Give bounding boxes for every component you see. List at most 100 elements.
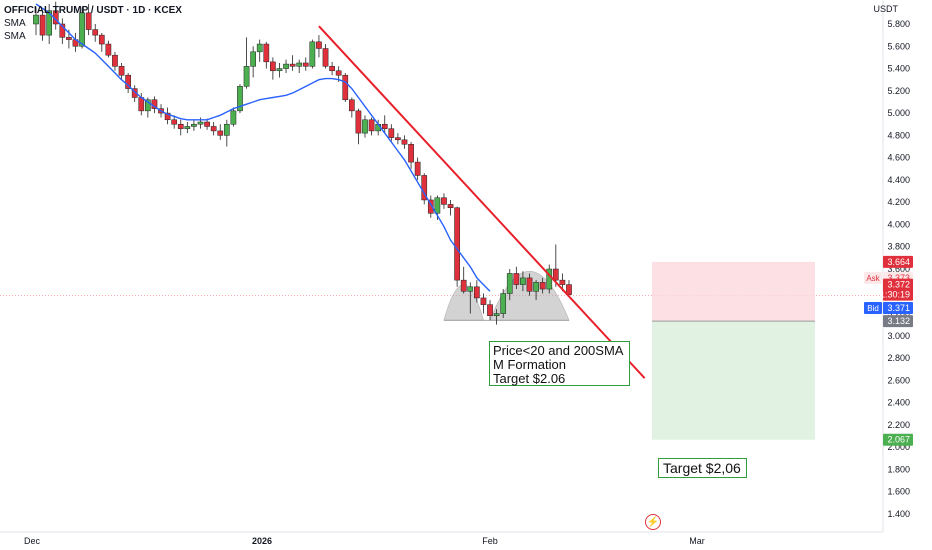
candle-body	[191, 123, 197, 127]
candle-body	[348, 99, 355, 112]
candle-body	[329, 66, 335, 72]
entry-badge-value: 3.132	[887, 316, 910, 326]
candle-body	[210, 126, 217, 132]
stop-badge-bg	[883, 255, 913, 268]
candle-body	[441, 197, 447, 205]
candle-body	[145, 99, 151, 112]
y-tick-label: 3.800	[887, 242, 910, 252]
candle-body	[480, 297, 487, 305]
sma-indicator-label-1[interactable]: SMA	[4, 18, 26, 29]
y-tick-label: 5.400	[887, 64, 910, 74]
candle-body	[243, 66, 250, 87]
bid-badge	[883, 301, 913, 314]
candle-body	[427, 199, 434, 214]
candle-body	[125, 74, 131, 89]
x-tick-label: Dec	[24, 536, 41, 546]
candle-body	[98, 34, 105, 45]
y-tick-label: 1.800	[887, 464, 910, 474]
candle-body	[533, 282, 539, 292]
target-badge: 2.067	[883, 433, 913, 446]
candle-body	[118, 66, 125, 76]
candle-body	[276, 68, 283, 72]
candle-body	[342, 74, 349, 100]
candle-body	[487, 304, 493, 317]
candle-body	[368, 119, 375, 132]
sma-line	[35, 3, 491, 292]
stop-loss-zone	[652, 261, 815, 322]
candle-body	[526, 277, 533, 292]
bid-tag-bg	[864, 301, 882, 314]
take-profit-zone	[652, 321, 815, 440]
candle-body	[237, 86, 243, 112]
target-note[interactable]: Target $2,06	[658, 458, 747, 478]
y-tick-label: 3.000	[887, 331, 910, 341]
x-tick-label: Feb	[482, 536, 498, 546]
candle-body	[112, 54, 118, 67]
target-badge-bg	[883, 433, 913, 446]
candle-body	[408, 144, 414, 163]
candle-body	[204, 121, 210, 127]
candle-body	[250, 51, 256, 67]
y-tick-label: 4.200	[887, 197, 910, 207]
candle-body	[79, 12, 85, 47]
candle-body	[493, 313, 500, 317]
y-tick-label: 1.400	[887, 509, 910, 519]
candle-body	[270, 61, 276, 72]
note-line-2: M Formation	[493, 357, 566, 372]
y-tick-label: 4.400	[887, 175, 910, 185]
analysis-note[interactable]: Price<20 and 200SMA M Formation Target $…	[489, 341, 630, 386]
candle-body	[309, 41, 316, 67]
candle-body	[335, 70, 342, 76]
candle-body	[197, 121, 204, 125]
y-tick-label: 5.000	[887, 108, 910, 118]
y-tick-label: 2.000	[887, 442, 910, 452]
countdown-timer: 11:30:19	[876, 290, 910, 300]
y-tick-label: 5.600	[887, 41, 910, 51]
candle-body	[302, 62, 309, 67]
candle-body	[506, 273, 513, 294]
candle-body	[171, 119, 178, 125]
candle-body	[395, 137, 401, 141]
candle-body	[177, 123, 184, 129]
candle-body	[256, 43, 263, 53]
entry-badge: 3.132	[883, 315, 913, 328]
candle-body	[85, 12, 92, 30]
y-tick-label: 1.600	[887, 487, 910, 497]
bid-tag: Bid	[867, 304, 879, 313]
candle-body	[184, 126, 191, 129]
sma-indicator-label-2[interactable]: SMA	[4, 31, 26, 42]
currency-label[interactable]: USDT	[873, 4, 899, 14]
descending-trendline	[318, 25, 646, 379]
symbol-title: OFFICIAL TRUMP / USDT · 1D · KCEX	[4, 5, 182, 16]
x-tick-label: Mar	[689, 536, 705, 546]
note-line-1: Price<20 and 200SMA	[493, 343, 624, 358]
bid-value: 3.371	[887, 303, 910, 313]
candle-body	[355, 110, 362, 134]
candle-body	[289, 63, 296, 67]
candle-body	[414, 161, 421, 176]
stop-badge-value: 3.664	[887, 257, 910, 267]
ask-badge-tag-bg	[864, 271, 882, 284]
candle-body	[59, 23, 66, 38]
candle-body	[513, 273, 520, 285]
candle-body	[66, 37, 72, 40]
candle-body	[223, 123, 230, 136]
candle-body	[520, 277, 526, 285]
candle-body	[539, 282, 546, 290]
candle-body	[401, 139, 408, 145]
x-tick-label: 2026	[252, 536, 272, 546]
entry-badge-bg	[883, 315, 913, 328]
stop-badge: 3.664	[883, 255, 913, 268]
candle-body	[474, 286, 480, 299]
candle-body	[447, 204, 454, 208]
y-tick-label: 5.800	[887, 19, 910, 29]
lightning-icon[interactable]: ⚡	[645, 514, 661, 530]
note-line-3: Target $2.06	[493, 371, 566, 386]
candle-body	[566, 284, 572, 295]
target-badge-value: 2.067	[887, 435, 910, 445]
y-tick-label: 3.600	[887, 264, 910, 274]
y-tick-label: 4.000	[887, 219, 910, 229]
y-tick-label: 4.600	[887, 153, 910, 163]
ask-badge-value: 3.373	[887, 273, 910, 283]
